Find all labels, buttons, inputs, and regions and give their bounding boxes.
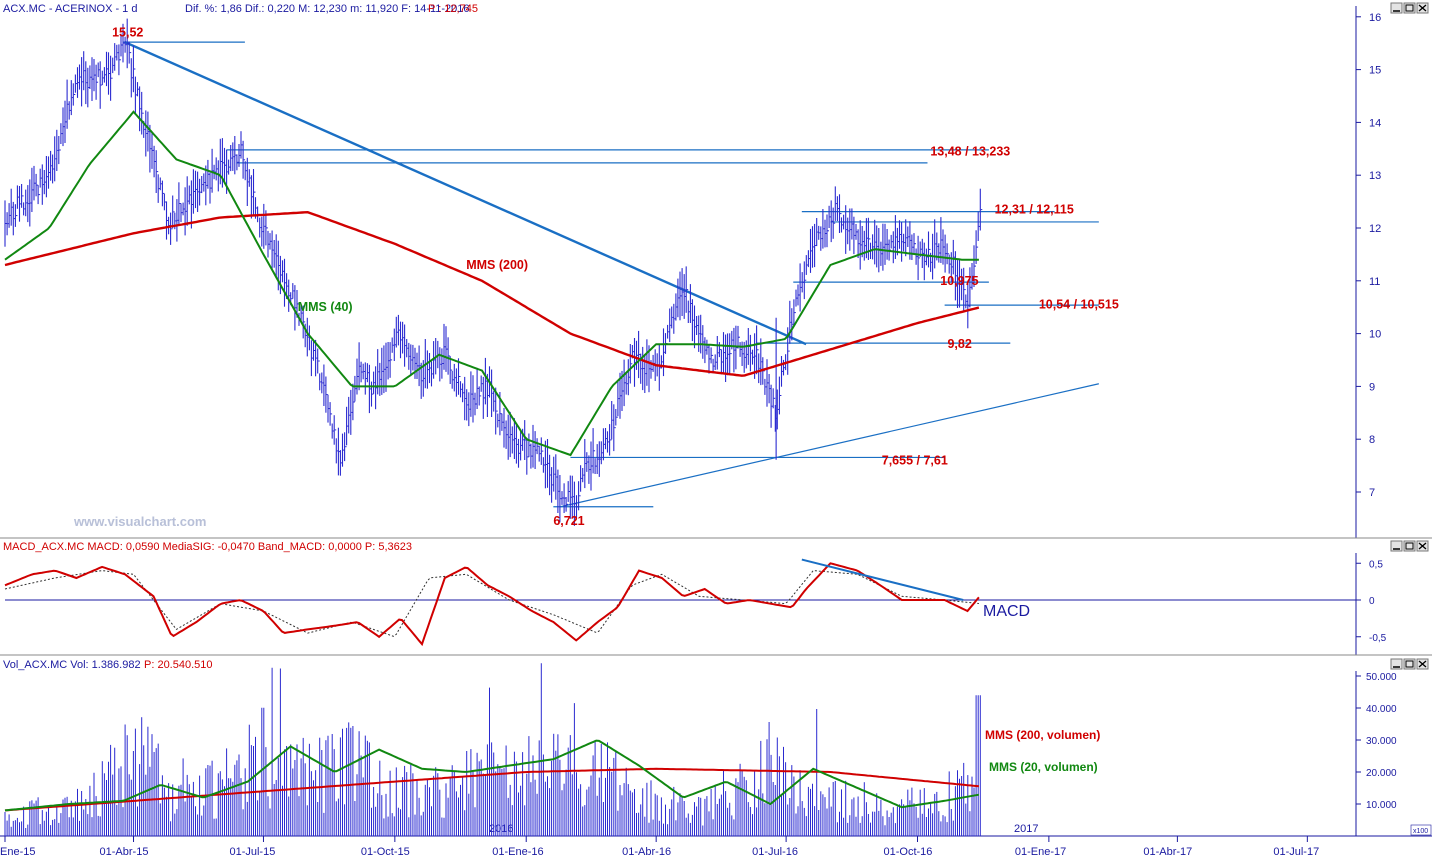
price-y-tick-label: 9 [1369, 381, 1375, 393]
date-tick-label: 01-Abr-15 [100, 846, 149, 857]
macd-window-controls [1390, 540, 1429, 552]
price-y-tick-label: 7 [1369, 487, 1375, 499]
price-annotation: 7,655 / 7,61 [882, 453, 948, 467]
price-y-tick-label: 10 [1369, 329, 1381, 341]
price-y-tick-label: 14 [1369, 117, 1381, 129]
scale-tag-box [1410, 824, 1432, 836]
level-lines-layer [123, 41, 1099, 508]
price-close-button[interactable] [1416, 2, 1429, 14]
volume-maximize-button[interactable] [1403, 658, 1416, 670]
volume-window-controls [1390, 658, 1429, 670]
volume-y-tick-label: 10.000 [1366, 800, 1397, 811]
macd-y-tick-label: 0 [1369, 596, 1375, 607]
price-annotation: 15,52 [112, 26, 143, 40]
macd-maximize-button[interactable] [1403, 540, 1416, 552]
volume-y-tick-label: 40.000 [1366, 704, 1397, 715]
macd-line [4, 562, 980, 647]
price-minimize-button[interactable] [1390, 2, 1403, 14]
macd-signal-line [4, 570, 979, 637]
year-marker-2017: 2017 [1014, 823, 1038, 835]
macd-close-button[interactable] [1416, 540, 1429, 552]
volume-header-right: P: 20.540.510 [144, 659, 213, 671]
price-window-controls [1390, 2, 1429, 14]
mms40-line [4, 110, 979, 457]
indicator-lines-layer [4, 110, 980, 457]
macd-trendline [801, 558, 964, 601]
price-y-tick-label: 8 [1369, 434, 1375, 446]
price-annotation: 10,975 [940, 274, 978, 288]
price-header-stats: Dif. %: 1,86 Dif.: 0,220 M: 12,230 m: 11… [185, 3, 470, 15]
price-y-tick-label: 11 [1369, 276, 1380, 288]
price-trendline [560, 383, 1099, 508]
volume-mms20-line [4, 739, 980, 812]
price-y-tick-label: 13 [1369, 170, 1381, 182]
date-tick-label: Ene-15 [0, 846, 35, 857]
macd-label: MACD [983, 603, 1030, 620]
price-y-tick-label: 15 [1369, 65, 1381, 77]
date-tick-label: 01-Oct-16 [883, 846, 932, 857]
volume-y-tick-label: 20.000 [1366, 768, 1397, 779]
price-annotation: 6,721 [553, 514, 584, 528]
year-marker-2016: 2016 [489, 823, 513, 835]
date-tick-label: 01-Jul-15 [229, 846, 275, 857]
scale-tag: x100 [1413, 828, 1428, 835]
price-trendline [124, 41, 807, 346]
price-header-last: P : 12,745 [428, 3, 478, 15]
price-y-tick-label: 12 [1369, 223, 1381, 235]
macd-layer [4, 558, 1356, 647]
legend-mms20-volume: MMS (20, volumen) [989, 760, 1098, 774]
date-tick-label: 01-Ene-16 [492, 846, 543, 857]
volume-layer [4, 663, 981, 836]
price-annotation: 9,82 [947, 337, 971, 351]
price-maximize-button[interactable] [1403, 2, 1416, 14]
price-annotation: MMS (40) [298, 300, 353, 314]
watermark: www.visualchart.com [73, 514, 206, 529]
volume-header-left: Vol_ACX.MC Vol: 1.386.982 [3, 659, 141, 671]
price-annotation: 13,48 / 13,233 [930, 144, 1010, 158]
date-tick-label: 01-Ene-17 [1015, 846, 1066, 857]
macd-minimize-button[interactable] [1390, 540, 1403, 552]
date-tick-label: 01-Jul-16 [752, 846, 798, 857]
volume-minimize-button[interactable] [1390, 658, 1403, 670]
macd-y-tick-label: 0,5 [1369, 559, 1383, 570]
price-annotation: 12,31 / 12,115 [995, 203, 1074, 217]
date-tick-label: 01-Abr-16 [622, 846, 671, 857]
volume-close-button[interactable] [1416, 658, 1429, 670]
date-tick-label: 01-Jul-17 [1273, 846, 1319, 857]
macd-header: MACD_ACX.MC MACD: 0,0590 MediaSIG: -0,04… [3, 541, 412, 553]
price-header-symbol: ACX.MC - ACERINOX - 1 d [3, 3, 137, 15]
price-annotation: 10,54 / 10,515 [1039, 298, 1119, 312]
date-tick-label: 01-Abr-17 [1143, 846, 1192, 857]
volume-y-tick-label: 50.000 [1366, 672, 1397, 683]
date-tick-label: 01-Oct-15 [361, 846, 410, 857]
price-bars-layer [4, 18, 983, 526]
axes-layer: 10.000 20.000 30.000 40.000 50.000 7 8 9 10 11 12 1… [0, 12, 1397, 858]
mms200-line [4, 210, 980, 377]
legend-mms200-volume: MMS (200, volumen) [985, 728, 1100, 742]
volume-mms200-line [4, 767, 980, 812]
macd-y-tick-label: -0,5 [1369, 633, 1387, 644]
volume-y-tick-label: 30.000 [1366, 736, 1397, 747]
annotations-layer: 15,52 13,48 / 13,233 12,31 / 12,115 10,975 1… [112, 26, 1119, 528]
price-annotation: MMS (200) [466, 258, 528, 272]
price-y-tick-label: 16 [1369, 12, 1381, 24]
